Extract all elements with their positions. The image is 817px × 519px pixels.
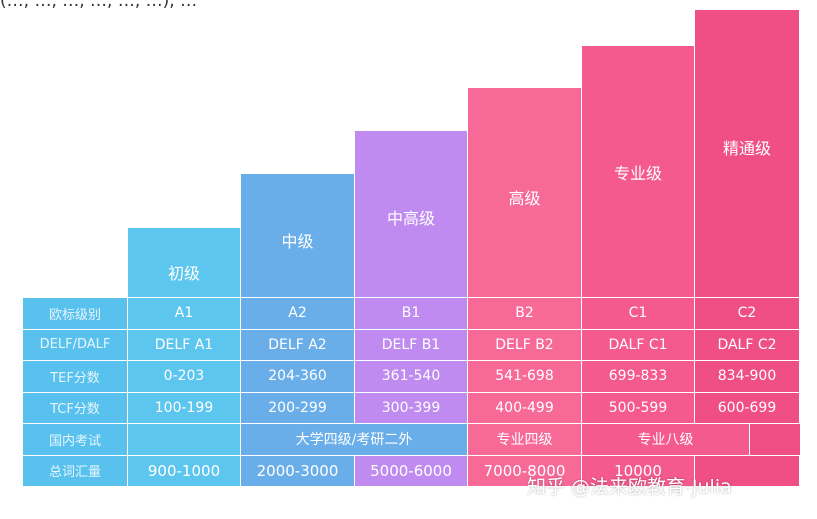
level-label: 中级 bbox=[281, 232, 314, 251]
delf-cell: DELF A2 bbox=[241, 329, 354, 360]
cefr-cell: B1 bbox=[355, 298, 467, 329]
vocab-cell: 7000-8000 bbox=[468, 455, 581, 486]
cefr-cell: A2 bbox=[241, 298, 354, 329]
tef-cell: 541-698 bbox=[468, 361, 581, 392]
vocab-cell: 5000-6000 bbox=[355, 455, 467, 486]
vocab-cell: 900-1000 bbox=[128, 455, 240, 486]
row-header: TEF分数 bbox=[23, 361, 127, 392]
domestic-c2-cell bbox=[750, 424, 800, 455]
row-header: DELF/DALF bbox=[23, 329, 127, 360]
tef-cell: 204-360 bbox=[241, 361, 354, 392]
vocab-cell: 2000-3000 bbox=[241, 455, 354, 486]
domestic-tem4-cell: 专业四级 bbox=[468, 424, 581, 455]
delf-cell: DALF C2 bbox=[695, 329, 799, 360]
row-header: 欧标级别 bbox=[23, 298, 127, 329]
cefr-cell: B2 bbox=[468, 298, 581, 329]
tef-cell: 699-833 bbox=[582, 361, 694, 392]
top-caption-fragment: (…, …, …, …, …, …), … bbox=[0, 0, 198, 11]
tcf-cell: 400-499 bbox=[468, 392, 581, 423]
row-header: 国内考试 bbox=[23, 424, 127, 455]
row-header: TCF分数 bbox=[23, 392, 127, 423]
level-bar-2 bbox=[241, 174, 354, 297]
level-bar-6 bbox=[695, 10, 799, 297]
level-label: 专业级 bbox=[613, 164, 662, 183]
tef-cell: 0-203 bbox=[128, 361, 240, 392]
tcf-cell: 200-299 bbox=[241, 392, 354, 423]
delf-cell: DELF B2 bbox=[468, 329, 581, 360]
domestic-a1-cell bbox=[128, 424, 240, 455]
level-label: 精通级 bbox=[722, 139, 771, 158]
tcf-cell: 500-599 bbox=[582, 392, 694, 423]
watermark: 知乎 @法来欧教育-Julia bbox=[527, 476, 732, 498]
vocab-cell: 10000 bbox=[582, 455, 694, 486]
delf-cell: DELF A1 bbox=[128, 329, 240, 360]
cefr-cell: A1 bbox=[128, 298, 240, 329]
delf-cell: DALF C1 bbox=[582, 329, 694, 360]
tef-cell: 361-540 bbox=[355, 361, 467, 392]
vocab-cell bbox=[695, 455, 799, 486]
tcf-cell: 600-699 bbox=[695, 392, 799, 423]
row-header: 总词汇量 bbox=[23, 455, 127, 486]
cefr-cell: C2 bbox=[695, 298, 799, 329]
level-label: 高级 bbox=[508, 189, 541, 208]
tef-cell: 834-900 bbox=[695, 361, 799, 392]
level-bar-4 bbox=[468, 88, 581, 297]
level-bar-5 bbox=[582, 46, 694, 297]
domestic-tem8-cell: 专业八级 bbox=[582, 424, 749, 455]
domestic-cet-kaoyan-cell: 大学四级/考研二外 bbox=[241, 424, 467, 455]
level-bar-1 bbox=[128, 228, 240, 297]
tcf-cell: 100-199 bbox=[128, 392, 240, 423]
level-bar-3 bbox=[355, 131, 467, 297]
delf-cell: DELF B1 bbox=[355, 329, 467, 360]
level-label: 初级 bbox=[167, 264, 200, 283]
cefr-cell: C1 bbox=[582, 298, 694, 329]
level-label: 中高级 bbox=[386, 209, 435, 228]
tcf-cell: 300-399 bbox=[355, 392, 467, 423]
